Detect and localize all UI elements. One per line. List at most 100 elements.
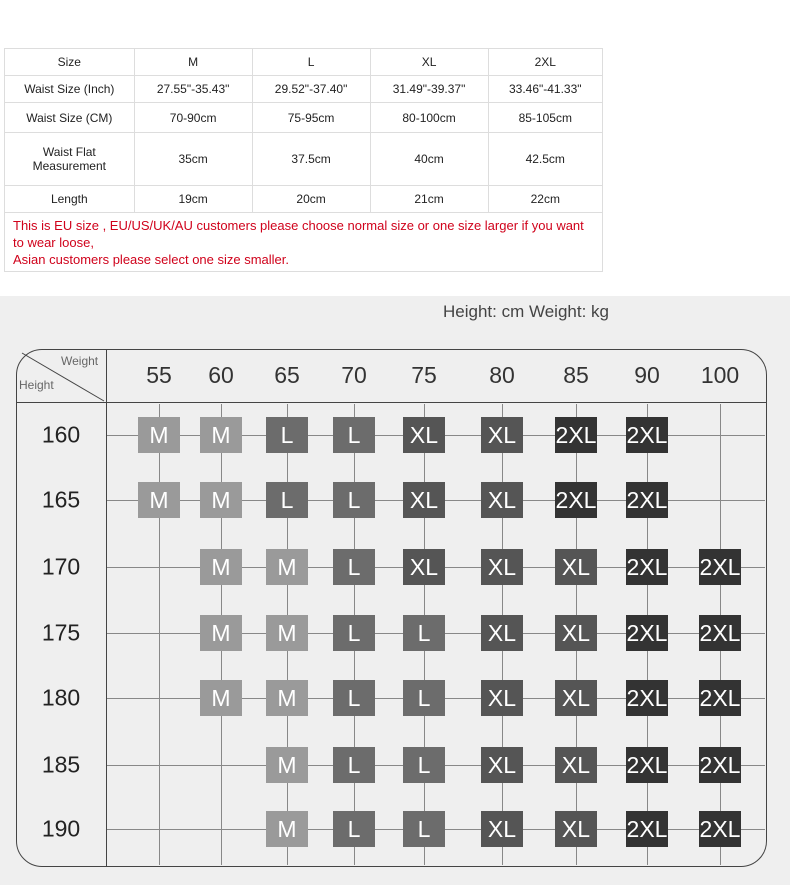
table-cell: 42.5cm (487, 132, 604, 186)
size-cell: XL (481, 615, 523, 651)
size-cell: M (266, 615, 308, 651)
table-cell: 70-90cm (133, 102, 253, 133)
corner-diagonal (21, 352, 105, 402)
row-label: Waist Size (CM) (4, 102, 135, 133)
size-cell: M (266, 549, 308, 585)
table-cell: 40cm (369, 132, 489, 186)
table-row: Waist Flat Measurement 35cm 37.5cm 40cm 42.5… (4, 132, 604, 186)
size-cell: XL (555, 549, 597, 585)
height-header: 160 (41, 421, 81, 448)
row-label: Waist Size (Inch) (4, 75, 135, 103)
weight-header: 100 (700, 362, 740, 388)
size-cell: XL (403, 549, 445, 585)
size-cell: 2XL (626, 615, 668, 651)
size-cell: 2XL (555, 482, 597, 518)
height-header: 185 (41, 751, 81, 778)
size-cell: XL (555, 747, 597, 783)
table-cell: 21cm (369, 185, 489, 213)
table-cell: 31.49"-39.37" (369, 75, 489, 103)
size-cell: 2XL (626, 680, 668, 716)
size-cell: L (403, 811, 445, 847)
size-cell: 2XL (626, 549, 668, 585)
row-label: Waist Flat Measurement (4, 132, 135, 186)
size-cell: M (138, 417, 180, 453)
size-table: Size M L XL 2XL Waist Size (Inch) 27.55"-35.43… (4, 48, 604, 272)
corner-height-label: Height (19, 378, 54, 392)
size-cell: 2XL (699, 615, 741, 651)
size-cell: L (333, 680, 375, 716)
size-cell: 2XL (626, 482, 668, 518)
size-cell: M (138, 482, 180, 518)
size-cell: XL (555, 680, 597, 716)
table-cell: 33.46"-41.33" (487, 75, 604, 103)
table-cell: L (251, 48, 371, 76)
table-cell: 37.5cm (251, 132, 371, 186)
size-cell: 2XL (626, 747, 668, 783)
size-cell: L (403, 747, 445, 783)
size-cell: XL (481, 417, 523, 453)
size-cell: 2XL (699, 680, 741, 716)
table-cell: 80-100cm (369, 102, 489, 133)
size-cell: M (200, 482, 242, 518)
size-cell: M (200, 680, 242, 716)
weight-header: 90 (634, 362, 660, 388)
size-cell: XL (555, 811, 597, 847)
size-cell: L (403, 680, 445, 716)
size-cell: L (333, 615, 375, 651)
size-cell: 2XL (626, 417, 668, 453)
size-cell: XL (481, 680, 523, 716)
height-header: 190 (41, 815, 81, 842)
size-cell: 2XL (699, 747, 741, 783)
table-row: Length 19cm 20cm 21cm 22cm (4, 185, 604, 213)
table-row: Waist Size (CM) 70-90cm 75-95cm 80-100cm 85-… (4, 102, 604, 133)
weight-header: 80 (489, 362, 515, 388)
row-label: Size (4, 48, 135, 76)
note-line: This is EU size , EU/US/UK/AU customers … (13, 217, 584, 250)
size-cell: XL (481, 747, 523, 783)
size-cell: XL (555, 615, 597, 651)
size-cell: L (333, 417, 375, 453)
size-note: This is EU size , EU/US/UK/AU customers … (4, 212, 603, 272)
size-cell: L (403, 615, 445, 651)
weight-header: 60 (208, 362, 234, 388)
height-header: 180 (41, 684, 81, 711)
size-cell: XL (481, 549, 523, 585)
grid-line-vertical (159, 404, 160, 865)
size-cell: XL (403, 482, 445, 518)
weight-header: 85 (563, 362, 589, 388)
size-cell: M (266, 811, 308, 847)
units-label: Height: cm Weight: kg (443, 302, 609, 321)
size-chart: Height: cm Weight: kg Weight Height 55 60… (0, 296, 790, 885)
size-cell: XL (481, 811, 523, 847)
weight-header: 65 (274, 362, 300, 388)
table-cell: 85-105cm (487, 102, 604, 133)
size-cell: L (266, 417, 308, 453)
table-cell: 75-95cm (251, 102, 371, 133)
height-header: 165 (41, 486, 81, 513)
table-cell: 20cm (251, 185, 371, 213)
size-cell: L (266, 482, 308, 518)
table-cell: 35cm (133, 132, 253, 186)
note-line: Asian customers please select one size s… (13, 251, 290, 267)
size-cell: XL (403, 417, 445, 453)
size-cell: M (200, 615, 242, 651)
table-cell: 27.55"-35.43" (133, 75, 253, 103)
size-cell: M (266, 680, 308, 716)
size-cell: 2XL (699, 811, 741, 847)
table-cell: 19cm (133, 185, 253, 213)
corner-weight-label: Weight (61, 354, 99, 368)
size-cell: XL (481, 482, 523, 518)
table-cell: 2XL (487, 48, 604, 76)
weight-header: 70 (341, 362, 367, 388)
size-cell: L (333, 482, 375, 518)
table-cell: 22cm (487, 185, 604, 213)
table-row: Size M L XL 2XL (4, 48, 604, 76)
height-header: 170 (41, 553, 81, 580)
size-cell: L (333, 747, 375, 783)
height-header: 175 (41, 619, 81, 646)
row-label: Length (4, 185, 135, 213)
weight-header: 75 (411, 362, 437, 388)
size-cell: L (333, 549, 375, 585)
size-cell: 2XL (555, 417, 597, 453)
size-cell: M (200, 417, 242, 453)
